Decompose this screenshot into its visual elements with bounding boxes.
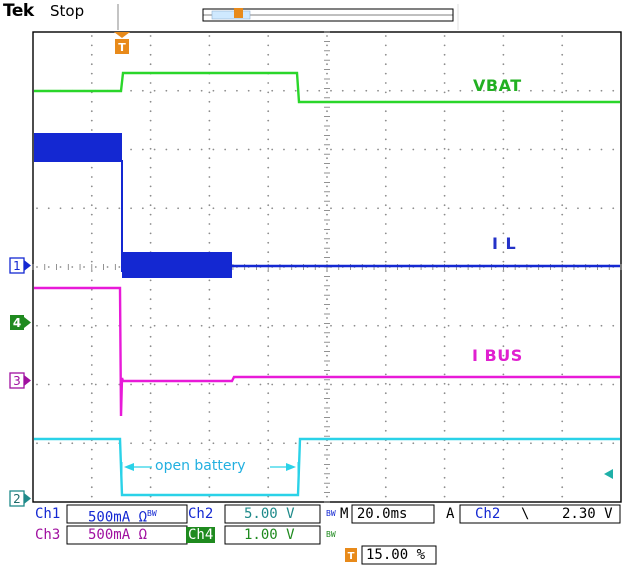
trace-open-battery xyxy=(34,437,620,497)
readout-trigger-source: Ch2 xyxy=(475,506,501,522)
ch3-scale: 500mA xyxy=(88,527,131,543)
readout-trigger-level: 2.30 V xyxy=(562,506,613,522)
readout-ch1-box xyxy=(66,504,188,524)
ch3-ground-marker: 3 xyxy=(9,372,31,389)
bw-limit-icon-2: BW xyxy=(326,530,336,539)
offscreen-arrow-icon xyxy=(604,469,613,479)
readout-ch1-name: Ch1 xyxy=(35,506,61,522)
trace-label-vbat: VBAT xyxy=(473,76,522,95)
svg-text:3: 3 xyxy=(13,374,21,388)
svg-text:T: T xyxy=(118,41,126,54)
trace-label-ibus: I BUS xyxy=(472,346,523,365)
trace-vbat xyxy=(34,71,620,104)
readout-ch4-value: 1.00 V xyxy=(244,527,295,543)
ch2-ground-marker: 2 xyxy=(9,490,31,507)
trigger-slope-icon: \ xyxy=(521,506,530,522)
readout-ch4-name: Ch4 xyxy=(186,527,216,543)
readout-timebase-box xyxy=(351,504,435,524)
record-window xyxy=(211,10,251,20)
svg-text:1: 1 xyxy=(13,259,21,273)
bw-limit-icon: BW xyxy=(326,509,336,518)
readout-ch3-value: 500mA Ω xyxy=(88,527,148,543)
trigger-marker-icon: T xyxy=(114,32,130,54)
readout-trigger-mode: A xyxy=(446,506,455,522)
trace-il xyxy=(34,133,620,278)
annotation-open-battery: open battery xyxy=(153,458,248,474)
readout-trigger-position: 15.00 % xyxy=(366,547,426,563)
acquisition-status: Stop xyxy=(50,2,85,20)
readout-ch1-value: 500mA ΩBW xyxy=(88,509,157,526)
readout-timebase: M 20.0ms xyxy=(340,506,408,522)
readout-ch2-name: Ch2 xyxy=(188,506,214,522)
ch4-ground-marker: 4 xyxy=(10,315,31,330)
ch1-ground-marker: 1 xyxy=(9,257,31,274)
readout-ch2-value: 5.00 V xyxy=(244,506,295,522)
svg-text:4: 4 xyxy=(13,316,21,330)
brand-logo: Tek xyxy=(3,1,34,21)
readout-ch2-box xyxy=(224,504,321,524)
readout-trigger-box xyxy=(459,504,621,524)
trace-ibus xyxy=(34,286,620,417)
svg-text:T: T xyxy=(348,551,355,562)
trigger-position-marker-top xyxy=(234,8,243,18)
ch1-scale: 500mA xyxy=(88,509,131,526)
svg-text:2: 2 xyxy=(13,492,21,506)
readout-ch3-name: Ch3 xyxy=(35,527,61,543)
trace-label-il: I L xyxy=(492,234,517,253)
readout-trigpos-box xyxy=(361,545,437,565)
readout-ch4-box xyxy=(224,525,321,545)
trigger-position-icon: T xyxy=(345,548,357,562)
